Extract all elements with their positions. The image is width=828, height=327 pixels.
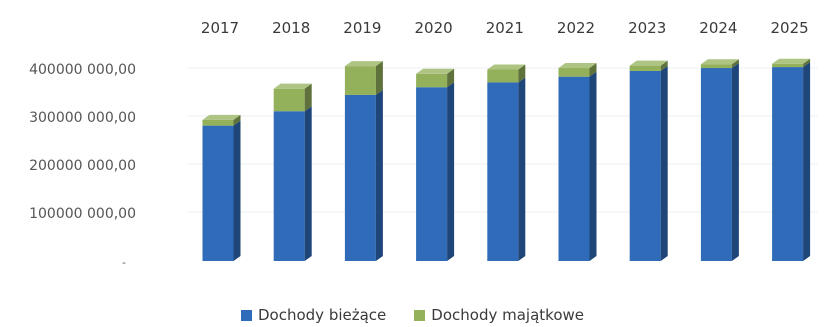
bar-front: [202, 125, 234, 261]
bar-top: [487, 64, 526, 70]
bar-segment-dochody-biezace[interactable]: [202, 120, 241, 261]
y-tick-label: -: [122, 256, 126, 269]
bar-front: [558, 68, 590, 77]
bar-column: [629, 60, 668, 261]
legend-item-dochody-majatkowe[interactable]: Dochody majątkowe: [414, 306, 584, 324]
legend-label-dochody-biezace: Dochody bieżące: [258, 306, 387, 324]
bars: [202, 58, 811, 262]
legend: Dochody bieżące Dochody majątkowe: [241, 305, 584, 325]
bar-side: [518, 77, 526, 261]
bar-side: [660, 60, 668, 71]
bar-segment-dochody-biezace[interactable]: [416, 82, 455, 262]
bar-column: [772, 58, 811, 261]
bar-top: [558, 63, 597, 69]
bar-side: [589, 71, 597, 262]
bar-top: [273, 83, 312, 89]
x-tick-label: 2017: [201, 19, 239, 37]
bar-front: [273, 111, 305, 262]
x-tick-label: 2019: [343, 19, 381, 37]
x-tick-label: 2018: [272, 19, 310, 37]
bar-top: [202, 114, 241, 120]
bar-segment-dochody-biezace[interactable]: [273, 106, 312, 262]
legend-item-dochody-biezace[interactable]: Dochody bieżące: [241, 306, 386, 324]
bar-top: [629, 60, 668, 66]
bar-side: [375, 61, 383, 95]
bar-segment-dochody-biezace[interactable]: [487, 77, 526, 261]
bar-front: [700, 68, 732, 261]
bar-side: [447, 68, 455, 88]
y-tick-label: 200000 000,00: [29, 158, 136, 174]
y-tick-label: 100000 000,00: [29, 206, 136, 222]
bar-segment-dochody-biezace[interactable]: [344, 89, 383, 261]
bar-side: [589, 63, 597, 77]
bar-segment-dochody-majatkowe[interactable]: [558, 63, 597, 77]
bar-side: [233, 114, 241, 126]
legend-swatch-dochody-majatkowe: [414, 309, 426, 321]
bar-front: [416, 73, 448, 88]
bar-side: [803, 58, 811, 68]
bar-top: [700, 59, 739, 65]
bar-segment-dochody-biezace[interactable]: [629, 65, 668, 261]
x-tick-label: 2021: [486, 19, 524, 37]
bar-column: [487, 64, 526, 261]
bar-top: [344, 61, 383, 67]
bar-segment-dochody-majatkowe[interactable]: [629, 60, 668, 71]
x-tick-label: 2022: [557, 19, 595, 37]
bar-column: [416, 68, 455, 262]
bar-side: [660, 65, 668, 261]
bar-front: [202, 119, 234, 126]
y-tick-label: 400000 000,00: [29, 62, 136, 78]
bar-front: [772, 67, 804, 261]
bar-side: [803, 62, 811, 261]
bar-front: [558, 76, 590, 262]
bar-segment-dochody-majatkowe[interactable]: [700, 59, 739, 69]
bar-segment-dochody-majatkowe[interactable]: [202, 114, 241, 126]
x-tick-label: 2024: [699, 19, 737, 37]
bar-side: [304, 106, 312, 262]
bar-side: [447, 82, 455, 262]
bar-front: [273, 88, 305, 112]
bar-side: [233, 120, 241, 261]
bar-side: [375, 89, 383, 261]
bar-segment-dochody-majatkowe[interactable]: [416, 68, 455, 88]
bar-segment-dochody-biezace[interactable]: [772, 62, 811, 261]
bar-column: [202, 114, 241, 261]
x-tick-label: 2020: [415, 19, 453, 37]
bar-segment-dochody-majatkowe[interactable]: [273, 83, 312, 112]
y-tick-label: 300000 000,00: [29, 110, 136, 126]
bar-column: [700, 59, 739, 261]
bar-side: [731, 63, 739, 261]
bar-column: [558, 63, 597, 262]
bar-top: [772, 58, 811, 64]
bar-front: [700, 64, 732, 69]
bar-segment-dochody-majatkowe[interactable]: [344, 61, 383, 95]
bar-segment-dochody-majatkowe[interactable]: [772, 58, 811, 68]
bar-column: [273, 83, 312, 262]
bar-top: [416, 68, 455, 74]
bar-segment-dochody-majatkowe[interactable]: [487, 64, 526, 83]
bar-segment-dochody-biezace[interactable]: [700, 63, 739, 261]
bar-side: [731, 59, 739, 69]
bar-side: [518, 64, 526, 83]
bar-front: [772, 63, 804, 68]
bar-front: [629, 65, 661, 71]
bar-segment-dochody-biezace[interactable]: [558, 71, 597, 262]
bar-front: [416, 87, 448, 262]
x-tick-label: 2023: [628, 19, 666, 37]
legend-swatch-dochody-biezace: [241, 309, 252, 321]
bar-front: [344, 94, 376, 261]
y-axis-tick-labels: - 100000 000,00 200000 000,00 300000 000,00…: [29, 62, 136, 269]
bar-side: [304, 83, 312, 112]
x-tick-label: 2025: [771, 19, 809, 37]
legend-label-dochody-majatkowe: Dochody majątkowe: [431, 306, 584, 324]
bar-column: [344, 61, 383, 261]
x-axis-tick-labels: 2017 2018 2019 2020 2021 2022 2023 2024 2025: [201, 19, 809, 37]
bar-front: [487, 82, 519, 261]
bar-front: [629, 70, 661, 261]
bar-front: [344, 66, 376, 95]
bar-front: [487, 69, 519, 83]
